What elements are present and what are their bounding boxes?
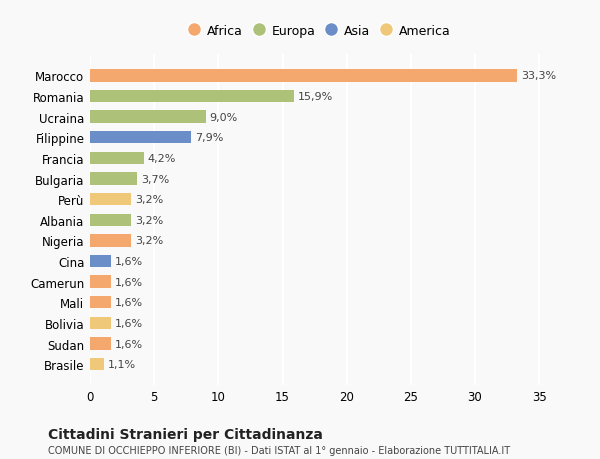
Text: 3,2%: 3,2% [135,236,163,246]
Bar [90,173,137,185]
Text: 9,0%: 9,0% [209,112,238,123]
Bar [90,276,110,288]
Bar [90,111,205,123]
Bar [90,297,110,309]
Bar [90,255,110,268]
Bar [90,132,191,144]
Text: 4,2%: 4,2% [148,154,176,163]
Bar [90,152,144,165]
Bar [90,338,110,350]
Text: Cittadini Stranieri per Cittadinanza: Cittadini Stranieri per Cittadinanza [48,427,323,441]
Text: 3,7%: 3,7% [142,174,170,184]
Bar [90,194,131,206]
Bar [90,358,104,370]
Bar [90,70,517,83]
Bar [90,91,294,103]
Text: 1,6%: 1,6% [115,339,143,349]
Text: 15,9%: 15,9% [298,92,333,102]
Text: 1,6%: 1,6% [115,277,143,287]
Bar [90,235,131,247]
Legend: Africa, Europa, Asia, America: Africa, Europa, Asia, America [185,18,457,44]
Text: 1,1%: 1,1% [108,359,136,369]
Bar [90,214,131,226]
Bar [90,317,110,330]
Text: COMUNE DI OCCHIEPPO INFERIORE (BI) - Dati ISTAT al 1° gennaio - Elaborazione TUT: COMUNE DI OCCHIEPPO INFERIORE (BI) - Dat… [48,445,510,455]
Text: 1,6%: 1,6% [115,257,143,267]
Text: 3,2%: 3,2% [135,195,163,205]
Text: 7,9%: 7,9% [195,133,224,143]
Text: 1,6%: 1,6% [115,297,143,308]
Text: 33,3%: 33,3% [521,71,556,81]
Text: 1,6%: 1,6% [115,318,143,328]
Text: 3,2%: 3,2% [135,215,163,225]
